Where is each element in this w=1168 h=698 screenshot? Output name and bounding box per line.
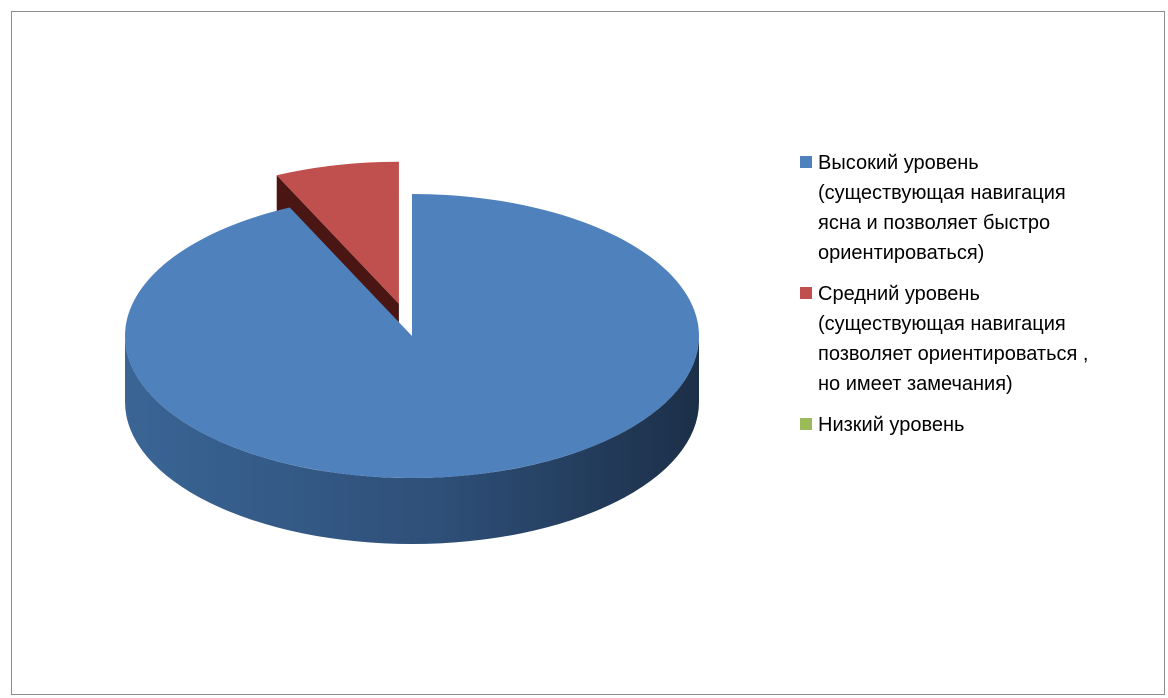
legend-item-high: Высокий уровень (существующая навигация … xyxy=(800,148,1140,268)
legend-swatch-low xyxy=(800,418,812,430)
pie-slice-high-rim-0 xyxy=(125,336,699,544)
legend-item-medium: Средний уровень (существующая навигация … xyxy=(800,279,1140,399)
legend-swatch-high xyxy=(800,156,812,168)
legend-label-low: Низкий уровень xyxy=(818,414,965,436)
legend-label-medium: Средний уровень (существующая навигация … xyxy=(818,283,1089,395)
legend-item-low: Низкий уровень xyxy=(800,410,1140,440)
legend-swatch-medium xyxy=(800,287,812,299)
legend: Высокий уровень (существующая навигация … xyxy=(800,148,1140,451)
pie-slice-high xyxy=(125,194,700,478)
pie-slice-medium xyxy=(276,161,399,304)
legend-label-high: Высокий уровень (существующая навигация … xyxy=(818,152,1066,264)
